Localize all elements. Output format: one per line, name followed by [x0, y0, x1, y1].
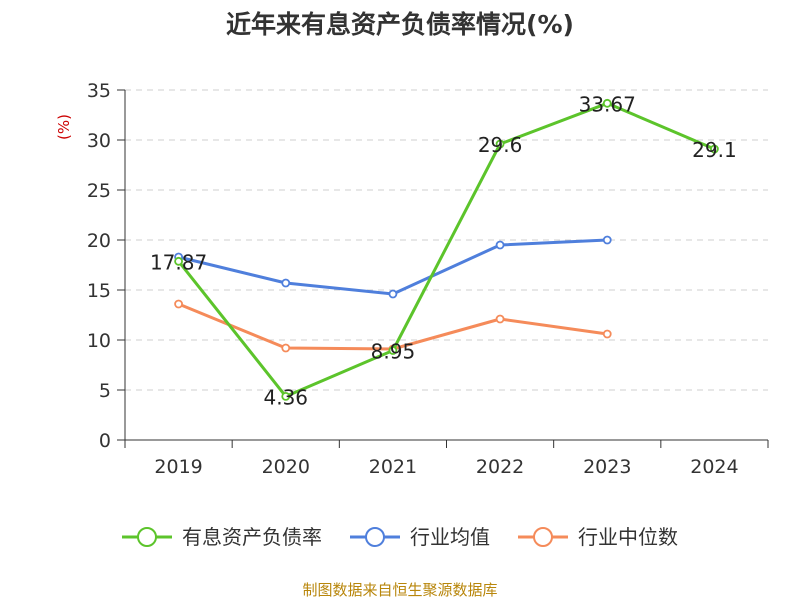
point-1-2	[388, 289, 398, 299]
x-tick-label-2023: 2023	[583, 456, 631, 478]
y-tick-label-0: 0	[99, 430, 111, 452]
legend-label-0: 有息资产负债率	[182, 525, 322, 549]
point-0-1	[281, 391, 291, 401]
data-labels: 17.87 4.36 8.95 29.6 33.67 29.1	[150, 92, 737, 409]
data-label-3: 29.6	[478, 133, 523, 157]
series-line-1	[178, 238, 608, 296]
point-1-1	[281, 278, 291, 288]
series-line-0	[177, 101, 715, 398]
data-label-1: 4.36	[263, 385, 308, 409]
legend-label-2: 行业中位数	[578, 525, 678, 549]
axes: 0 5 10 15 20 25 30 35 2019 2020 2021 2022 2023 2024	[87, 80, 769, 478]
point-0-4	[602, 98, 612, 108]
chart-title: 近年来有息资产负债率情况(%)	[226, 10, 574, 39]
grid	[125, 89, 768, 391]
y-tick-label-35: 35	[87, 80, 111, 102]
x-tick-label-2021: 2021	[369, 456, 417, 478]
legend: 有息资产负债率 行业均值 行业中位数	[122, 525, 678, 549]
point-2-0	[174, 299, 183, 309]
point-2-4	[602, 329, 612, 339]
legend-label-1: 行业均值	[410, 525, 490, 549]
x-tick-label-2022: 2022	[476, 456, 524, 478]
y-axis-unit: (%)	[55, 114, 73, 140]
point-0-2	[388, 346, 398, 355]
point-0-5	[710, 144, 719, 154]
x-tick-label-2024: 2024	[690, 456, 738, 478]
point-1-4	[602, 235, 612, 245]
legend-marker-2	[533, 527, 553, 547]
data-label-0: 17.87	[150, 250, 207, 274]
x-tick-label-2019: 2019	[154, 456, 202, 478]
series-lines	[174, 98, 719, 401]
point-0-0	[174, 256, 183, 266]
y-tick-label-5: 5	[99, 380, 111, 402]
data-label-2: 8.95	[371, 340, 416, 364]
data-label-4: 33.67	[579, 92, 636, 116]
point-1-3	[495, 240, 505, 250]
y-tick-label-15: 15	[87, 280, 111, 302]
y-tick-label-20: 20	[87, 230, 111, 252]
legend-marker-1	[365, 527, 385, 547]
x-tick-label-2020: 2020	[262, 456, 310, 478]
point-2-3	[495, 314, 505, 324]
y-tick-label-10: 10	[87, 330, 111, 352]
point-0-3	[495, 139, 505, 149]
legend-marker-0	[137, 527, 157, 547]
data-label-5: 29.1	[692, 138, 737, 162]
source-note: 制图数据来自恒生聚源数据库	[302, 581, 497, 599]
point-2-1	[281, 343, 291, 353]
y-tick-label-30: 30	[87, 130, 111, 152]
y-tick-label-25: 25	[87, 180, 111, 202]
